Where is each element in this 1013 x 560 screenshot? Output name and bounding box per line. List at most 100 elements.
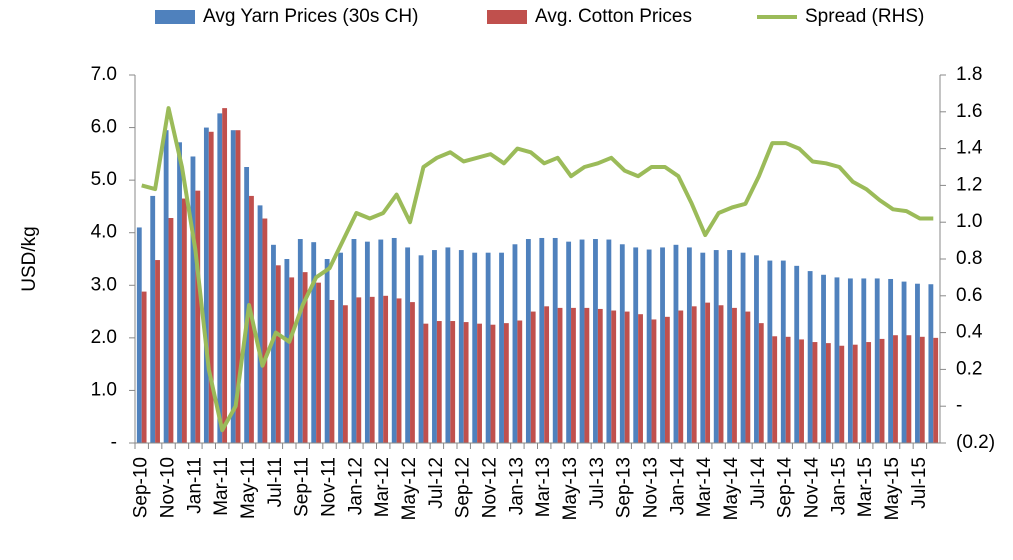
y2-tick-label: - [956,395,962,416]
x-tick-label: Mar-15 [855,457,876,517]
bar [825,343,831,443]
x-tick-label: Sep-12 [453,457,474,518]
y2-tick-label: 1.0 [956,211,982,232]
bar [378,239,384,443]
legend-label: Avg. Cotton Prices [535,6,692,27]
bar [700,252,706,443]
bar [812,342,818,443]
y2-tick-label: 1.2 [956,174,982,195]
bar [893,335,898,443]
bar [780,260,786,443]
bar [799,339,804,443]
bar [901,281,907,443]
bar [651,319,657,443]
x-tick-label: Mar-11 [211,457,232,516]
y2-tick-label: 0.2 [956,358,982,379]
bar [324,259,330,443]
bar [181,198,187,443]
spread-line [141,106,934,433]
x-tick-label: Sep-10 [131,457,152,518]
bar [839,345,845,443]
y-axis-label: USD/kg [19,226,40,291]
bar [271,244,276,443]
bar [257,205,263,443]
bar [611,310,617,443]
bar [503,323,509,443]
bar [316,282,321,443]
bar [195,190,201,443]
legend-label: Avg Yarn Prices (30s CH) [203,6,418,27]
bar [866,342,872,443]
bar [396,298,402,443]
x-tick-label: Sep-11 [292,457,313,517]
bar [410,302,415,443]
bar [222,108,228,444]
bar [155,260,160,443]
y2-tick-label: 1.4 [956,138,983,159]
bar [673,244,679,443]
y-tick-label: 4.0 [91,222,117,243]
x-tick-label: Nov-12 [480,457,501,518]
bar [874,278,880,443]
bar [275,265,281,443]
bar [660,247,665,443]
bar [861,278,867,443]
y-tick-label: 2.0 [91,327,117,348]
bar [297,239,303,443]
legend-swatch [155,10,195,24]
bar [512,244,518,443]
x-tick-label: Mar-14 [694,457,715,518]
bar [928,284,934,443]
x-tick-label: Jul-15 [909,457,930,509]
bar [311,242,317,443]
bar [356,297,362,443]
legend-swatch [487,10,527,24]
bar [499,252,504,443]
y-tick-label: 1.0 [91,379,117,400]
bar [490,324,496,443]
bar [906,335,912,443]
x-tick-label: Jan-11 [184,457,205,514]
bar [284,259,290,443]
bar [915,283,920,443]
bar [713,250,719,443]
bar [472,252,478,443]
bar [794,265,800,443]
bar [150,195,156,443]
bar [163,130,169,443]
bar [597,308,603,443]
x-tick-label: Jan-14 [667,457,688,516]
x-tick-label: May-12 [399,457,420,520]
bar [557,307,563,443]
bar [405,247,411,443]
bar [262,218,268,443]
bar [754,255,759,443]
bar [383,295,389,443]
bar [177,142,182,443]
bar [638,314,643,443]
bar [208,131,214,443]
bar [364,241,370,443]
x-tick-label: Nov-13 [641,457,662,518]
y2-tick-label: 1.8 [956,64,982,85]
bar [758,323,764,443]
bar [785,336,791,443]
x-tick-label: Jul-13 [587,457,608,509]
x-tick-label: Mar-12 [372,457,393,517]
y2-tick-label: 0.8 [956,248,982,269]
bar [691,306,697,443]
x-tick-label: Jul-14 [748,457,769,509]
y2-tick-label: (0.2) [956,432,995,453]
bar [933,337,939,443]
bar [168,217,174,443]
bar [740,252,746,443]
bar [136,227,142,443]
bar [517,320,523,443]
y2-tick-label: 0.4 [956,322,983,343]
x-tick-label: Jul-11 [265,457,286,507]
bar [619,244,625,443]
x-tick-label: Jan-15 [828,457,849,515]
y2-tick-label: 1.6 [956,101,982,122]
x-tick-label: Mar-13 [533,457,554,517]
